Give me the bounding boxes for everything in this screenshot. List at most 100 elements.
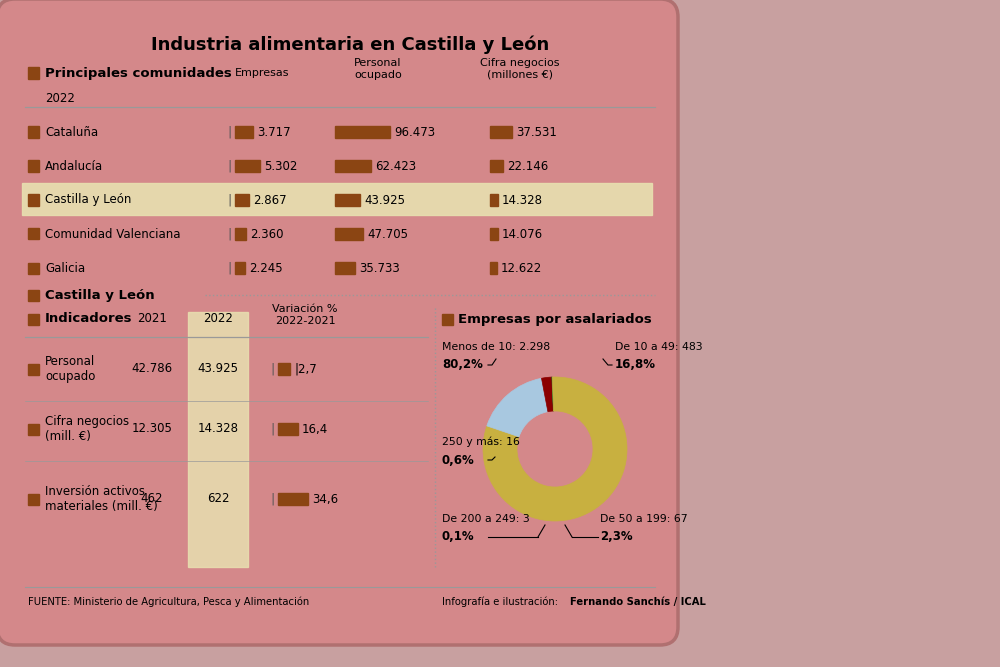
Bar bbox=[490, 126, 512, 138]
Text: 37.531: 37.531 bbox=[516, 125, 557, 139]
Bar bbox=[28, 289, 39, 301]
Text: 96.473: 96.473 bbox=[394, 125, 435, 139]
Bar bbox=[235, 228, 246, 240]
Text: 622: 622 bbox=[207, 492, 229, 506]
Text: Comunidad Valenciana: Comunidad Valenciana bbox=[45, 227, 180, 241]
Text: 2022: 2022 bbox=[45, 93, 75, 105]
Bar bbox=[28, 364, 39, 374]
Text: |: | bbox=[228, 227, 232, 241]
Bar bbox=[28, 229, 39, 239]
Text: Empresas por asalariados: Empresas por asalariados bbox=[458, 313, 652, 325]
Text: Cataluña: Cataluña bbox=[45, 125, 98, 139]
Bar bbox=[28, 494, 39, 504]
Bar bbox=[335, 228, 363, 240]
Wedge shape bbox=[552, 377, 554, 411]
Text: 80,2%: 80,2% bbox=[442, 358, 483, 372]
Text: |: | bbox=[270, 422, 274, 436]
Bar bbox=[335, 126, 390, 138]
Text: Cifra negocios
(millones €): Cifra negocios (millones €) bbox=[480, 58, 560, 80]
Text: Personal
ocupado: Personal ocupado bbox=[45, 355, 95, 383]
Text: 14.076: 14.076 bbox=[502, 227, 543, 241]
Text: De 200 a 249: 3: De 200 a 249: 3 bbox=[442, 514, 530, 524]
Text: Inversión activos
materiales (mill. €): Inversión activos materiales (mill. €) bbox=[45, 485, 158, 513]
Text: De 50 a 199: 67: De 50 a 199: 67 bbox=[600, 514, 688, 524]
Bar bbox=[335, 194, 360, 206]
Text: Industria alimentaria en Castilla y León: Industria alimentaria en Castilla y León bbox=[151, 36, 549, 54]
Bar bbox=[335, 262, 355, 274]
Text: |: | bbox=[228, 125, 232, 139]
Bar bbox=[278, 363, 290, 375]
Bar bbox=[235, 160, 260, 172]
Text: |2,7: |2,7 bbox=[294, 362, 317, 376]
Bar bbox=[188, 312, 248, 567]
Text: De 10 a 49: 483: De 10 a 49: 483 bbox=[615, 342, 703, 352]
Text: |: | bbox=[228, 261, 232, 275]
Bar bbox=[235, 262, 245, 274]
Text: Principales comunidades: Principales comunidades bbox=[45, 67, 232, 79]
Bar bbox=[490, 194, 498, 206]
Text: 43.925: 43.925 bbox=[364, 193, 405, 207]
Text: Fernando Sanchís / ICAL: Fernando Sanchís / ICAL bbox=[570, 597, 706, 607]
Text: 14.328: 14.328 bbox=[198, 422, 239, 436]
Bar bbox=[28, 161, 39, 171]
Text: Galicia: Galicia bbox=[45, 261, 85, 275]
Text: 0,6%: 0,6% bbox=[442, 454, 475, 466]
Text: 0,1%: 0,1% bbox=[442, 530, 475, 544]
Bar bbox=[28, 195, 39, 205]
Text: 2,3%: 2,3% bbox=[600, 530, 633, 544]
Text: Castilla y León: Castilla y León bbox=[45, 289, 155, 301]
Bar bbox=[490, 228, 498, 240]
Bar bbox=[28, 67, 39, 79]
Bar bbox=[442, 313, 453, 325]
Text: 12.305: 12.305 bbox=[132, 422, 172, 436]
Bar bbox=[28, 263, 39, 273]
Text: |: | bbox=[228, 159, 232, 173]
Text: 2.867: 2.867 bbox=[253, 193, 287, 207]
FancyBboxPatch shape bbox=[0, 0, 678, 645]
Bar bbox=[490, 160, 503, 172]
Text: 2021: 2021 bbox=[137, 313, 167, 325]
Text: Variación %
2022-2021: Variación % 2022-2021 bbox=[272, 304, 338, 325]
Text: Personal
ocupado: Personal ocupado bbox=[354, 58, 402, 80]
Text: Menos de 10: 2.298: Menos de 10: 2.298 bbox=[442, 342, 550, 352]
Text: 250 y más: 16: 250 y más: 16 bbox=[442, 437, 520, 448]
Text: 14.328: 14.328 bbox=[502, 193, 543, 207]
Bar bbox=[235, 126, 253, 138]
Text: 12.622: 12.622 bbox=[501, 261, 542, 275]
Bar bbox=[490, 262, 497, 274]
Text: Infografía e ilustración:: Infografía e ilustración: bbox=[442, 597, 561, 607]
Text: Castilla y León: Castilla y León bbox=[45, 193, 131, 207]
Wedge shape bbox=[487, 378, 548, 437]
Text: |: | bbox=[228, 193, 232, 207]
Text: 35.733: 35.733 bbox=[359, 261, 400, 275]
Text: 462: 462 bbox=[141, 492, 163, 506]
Text: 16,4: 16,4 bbox=[302, 422, 328, 436]
Text: 2.245: 2.245 bbox=[249, 261, 283, 275]
Bar bbox=[28, 127, 39, 137]
Text: 3.717: 3.717 bbox=[257, 125, 291, 139]
Text: 2022: 2022 bbox=[203, 313, 233, 325]
Text: 2.360: 2.360 bbox=[250, 227, 284, 241]
Text: 34,6: 34,6 bbox=[312, 492, 338, 506]
Bar bbox=[28, 313, 39, 325]
Bar bbox=[278, 423, 298, 435]
Text: |: | bbox=[270, 362, 274, 376]
Wedge shape bbox=[542, 377, 553, 412]
Text: 22.146: 22.146 bbox=[507, 159, 548, 173]
Text: 47.705: 47.705 bbox=[367, 227, 408, 241]
Bar bbox=[335, 160, 371, 172]
Text: 5.302: 5.302 bbox=[264, 159, 297, 173]
Text: 16,8%: 16,8% bbox=[615, 358, 656, 372]
Text: FUENTE: Ministerio de Agricultura, Pesca y Alimentación: FUENTE: Ministerio de Agricultura, Pesca… bbox=[28, 597, 309, 607]
Bar bbox=[278, 493, 308, 505]
Text: 62.423: 62.423 bbox=[375, 159, 416, 173]
Bar bbox=[28, 424, 39, 434]
Wedge shape bbox=[483, 377, 627, 521]
Text: 42.786: 42.786 bbox=[131, 362, 173, 376]
Text: Empresas: Empresas bbox=[235, 68, 289, 78]
Bar bbox=[22, 183, 652, 215]
Text: Indicadores: Indicadores bbox=[45, 313, 132, 325]
Text: Cifra negocios
(mill. €): Cifra negocios (mill. €) bbox=[45, 415, 129, 443]
Text: |: | bbox=[270, 492, 274, 506]
Text: 43.925: 43.925 bbox=[198, 362, 239, 376]
